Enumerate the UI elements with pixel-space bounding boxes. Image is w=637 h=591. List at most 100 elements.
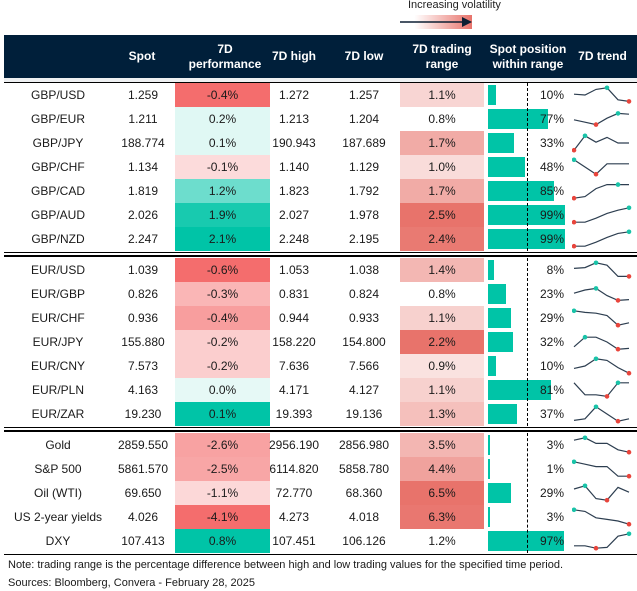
header-performance: 7D performance xyxy=(188,41,262,71)
trend-sparkline xyxy=(572,229,632,249)
low-value: 2856.980 xyxy=(338,438,390,452)
trend-low-marker xyxy=(593,171,599,177)
range-value: 1.7% xyxy=(400,131,484,155)
position-bar xyxy=(488,459,490,479)
trend-low-marker xyxy=(593,545,599,551)
spot-value: 4.163 xyxy=(127,383,159,397)
high-value: 158.220 xyxy=(272,335,316,349)
trend-low-marker xyxy=(615,346,621,352)
trend-low-marker xyxy=(572,147,577,153)
table-row: S&P 500 5861.570 -2.5% 6114.820 5858.780 4.4%… xyxy=(4,457,637,481)
low-value: 106.126 xyxy=(342,534,386,548)
range-value: 0.8% xyxy=(428,112,456,126)
spot-position-cell: 77% xyxy=(488,107,568,131)
spot-value: 0.936 xyxy=(127,311,159,325)
range-value: 1.0% xyxy=(400,155,484,179)
position-bar xyxy=(488,205,566,225)
trend-sparkline xyxy=(572,157,629,177)
position-value: 3% xyxy=(546,438,564,452)
trend-low-marker xyxy=(604,497,610,503)
range-value: 1.3% xyxy=(400,402,484,426)
trend-line xyxy=(573,461,629,477)
position-value: 48% xyxy=(539,160,564,174)
trend-line xyxy=(573,262,629,277)
trend-line xyxy=(573,485,630,501)
range-value: 6.5% xyxy=(400,481,484,505)
high-value: 2.027 xyxy=(278,208,310,222)
spot-value: 2859.550 xyxy=(117,438,169,452)
table-row: US 2-year yields 4.026 -4.1% 4.273 4.018 6.3%… xyxy=(4,505,637,529)
table-row: GBP/CAD 1.819 1.2% 1.823 1.792 1.7% 85% xyxy=(4,179,637,203)
trend-high-marker xyxy=(593,404,599,410)
position-value: 97% xyxy=(539,534,564,548)
trend-high-marker xyxy=(615,380,621,386)
performance-value: -0.4% xyxy=(175,306,270,330)
trend-sparkline xyxy=(573,404,630,424)
performance-value: 1.9% xyxy=(175,203,270,227)
position-value: 10% xyxy=(539,88,564,102)
low-value: 0.933 xyxy=(348,311,380,325)
low-value: 0.824 xyxy=(348,287,380,301)
position-value: 23% xyxy=(539,287,564,301)
high-value: 4.273 xyxy=(278,510,310,524)
instrument-name: DXY xyxy=(45,534,71,548)
trend-sparkline xyxy=(573,380,629,399)
trend-high-marker xyxy=(604,85,610,91)
trend-low-marker xyxy=(615,418,621,424)
table-row: Gold 2859.550 -2.6% 2956.190 2856.980 3.5% 3% xyxy=(4,433,637,457)
midpoint-dashed-line xyxy=(527,83,528,251)
trend-sparkline xyxy=(573,356,632,376)
range-value: 1.1% xyxy=(400,83,484,107)
trend-sparkline xyxy=(574,531,632,551)
instrument-name: EUR/PLN xyxy=(31,383,84,397)
range-value: 2.4% xyxy=(400,227,484,251)
table-header: Spot 7D performance 7D high 7D low 7D tr… xyxy=(4,35,637,78)
high-value: 1.272 xyxy=(278,88,310,102)
trend-low-marker xyxy=(626,370,632,376)
instrument-name: GBP/USD xyxy=(30,88,85,102)
position-value: 81% xyxy=(539,383,564,397)
footer-note: Note: trading range is the percentage di… xyxy=(8,559,564,571)
position-value: 8% xyxy=(546,263,564,277)
header-high: 7D high xyxy=(272,49,316,63)
range-value: 0.9% xyxy=(400,354,484,378)
high-value: 0.944 xyxy=(278,311,310,325)
performance-value: 0.0% xyxy=(175,378,270,402)
position-bar xyxy=(488,356,496,376)
high-value: 1.213 xyxy=(278,112,310,126)
low-value: 1.038 xyxy=(348,263,380,277)
range-value: 1.4% xyxy=(400,258,484,282)
instrument-name: EUR/JPY xyxy=(32,335,84,349)
position-value: 33% xyxy=(539,136,564,150)
spot-position-cell: 33% xyxy=(488,131,568,155)
midpoint-dashed-line xyxy=(527,433,528,553)
trend-high-marker xyxy=(572,507,577,513)
position-bar xyxy=(488,133,514,153)
trend-high-marker xyxy=(615,111,621,116)
spot-value: 19.230 xyxy=(124,407,162,421)
range-value: 0.8% xyxy=(428,287,456,301)
spot-value: 7.573 xyxy=(127,359,159,373)
trend-line xyxy=(574,533,630,549)
high-value: 7.636 xyxy=(278,359,310,373)
trend-low-marker xyxy=(626,99,632,104)
trend-sparkline xyxy=(573,334,630,352)
spot-value: 188.774 xyxy=(121,136,165,150)
position-bar xyxy=(488,507,491,527)
volatility-legend: Increasing volatility xyxy=(400,0,520,29)
performance-value: -2.6% xyxy=(175,433,270,457)
performance-value: -0.1% xyxy=(175,155,270,179)
trend-line xyxy=(574,231,630,247)
range-value: 6.3% xyxy=(400,505,484,529)
high-value: 1.140 xyxy=(278,160,310,174)
performance-value: -4.1% xyxy=(175,505,270,529)
trend-low-marker xyxy=(572,195,577,201)
position-bar xyxy=(488,308,511,328)
performance-value: 0.1% xyxy=(175,131,270,155)
table-row: Oil (WTI) 69.650 -1.1% 72.770 68.360 6.5% 29% xyxy=(4,481,637,505)
spot-value: 1.039 xyxy=(127,263,159,277)
high-value: 1.053 xyxy=(278,263,310,277)
spot-position-cell: 29% xyxy=(488,481,568,505)
trend-line xyxy=(573,437,630,453)
